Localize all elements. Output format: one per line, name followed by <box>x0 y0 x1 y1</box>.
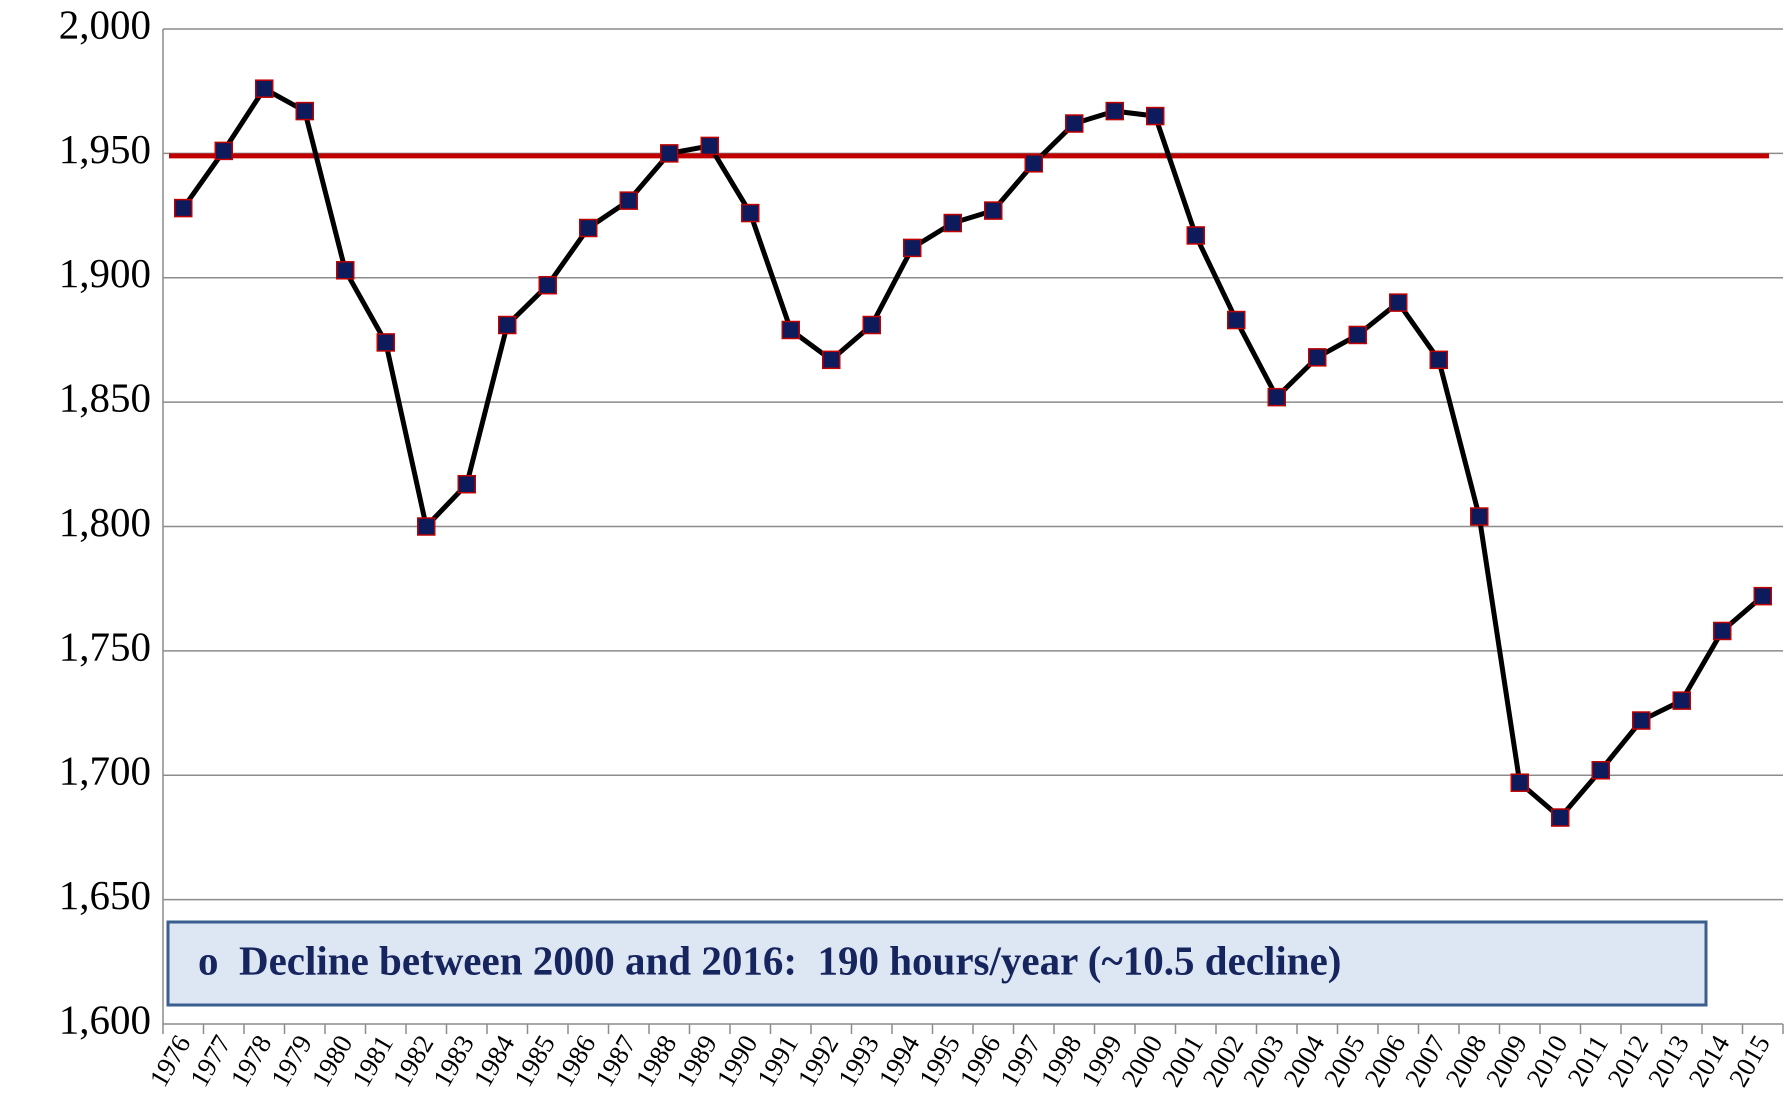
x-tick-label: 1998 <box>1034 1030 1087 1092</box>
x-tick-label: 2009 <box>1480 1030 1533 1092</box>
marker <box>1105 101 1124 121</box>
marker <box>457 474 476 494</box>
marker <box>255 79 274 98</box>
marker <box>1024 154 1043 173</box>
annotation-box <box>166 920 1708 1007</box>
marker <box>538 275 557 295</box>
x-tick-label: 2010 <box>1520 1030 1573 1092</box>
x-tick-label: 1984 <box>467 1030 520 1092</box>
x-tick-label: 1978 <box>224 1030 277 1092</box>
marker <box>903 238 922 258</box>
y-tick-label: 1,700 <box>59 748 151 794</box>
marker <box>984 201 1003 220</box>
x-tick-label: 2014 <box>1682 1030 1735 1092</box>
x-tick-label: 1979 <box>265 1030 318 1092</box>
marker <box>781 320 800 340</box>
x-tick-label: 1983 <box>427 1030 480 1092</box>
x-tick-label: 2002 <box>1196 1030 1249 1092</box>
x-tick-label: 1996 <box>953 1030 1006 1092</box>
x-tick-label: 1982 <box>386 1030 439 1092</box>
x-tick-label: 1985 <box>508 1030 561 1092</box>
x-tick-label: 2008 <box>1439 1030 1492 1092</box>
x-tick-label: 1987 <box>589 1030 642 1092</box>
x-tick-label: 1991 <box>751 1030 804 1092</box>
marker <box>579 218 598 238</box>
marker <box>943 213 962 233</box>
x-tick-label: 1993 <box>832 1030 885 1092</box>
marker <box>1753 586 1772 606</box>
marker <box>741 203 760 223</box>
marker <box>1146 106 1165 126</box>
y-tick-label: 1,950 <box>59 126 151 172</box>
marker <box>1065 114 1084 133</box>
annotation: o Decline between 2000 and 2016: 190 hou… <box>198 937 1341 983</box>
marker <box>1186 226 1205 245</box>
marker <box>417 517 436 536</box>
x-tick-label: 1995 <box>913 1030 966 1092</box>
marker <box>862 315 881 335</box>
x-tick-label: 2011 <box>1561 1030 1613 1091</box>
y-tick-label: 1,600 <box>59 996 151 1042</box>
x-tick-label: 2003 <box>1237 1030 1290 1092</box>
marker <box>295 101 314 121</box>
marker <box>174 198 193 218</box>
marker <box>1672 691 1691 710</box>
y-tick-label: 1,750 <box>59 623 151 669</box>
x-tick-label: 2001 <box>1156 1030 1209 1092</box>
marker <box>822 350 841 370</box>
marker <box>1713 621 1732 641</box>
marker <box>498 315 517 335</box>
marker <box>619 191 638 210</box>
x-tick-label: 1981 <box>346 1030 399 1092</box>
x-tick-label: 2015 <box>1723 1030 1776 1092</box>
y-tick-label: 2,000 <box>59 1 151 47</box>
marker <box>1308 348 1327 367</box>
marker <box>376 333 395 352</box>
marker <box>1429 350 1448 370</box>
x-tick-label: 1997 <box>994 1030 1047 1092</box>
y-tick-label: 1,900 <box>59 250 151 296</box>
y-tick-label: 1,850 <box>59 375 151 421</box>
marker <box>1267 387 1286 407</box>
x-tick-label: 2004 <box>1277 1030 1330 1092</box>
marker <box>660 144 679 163</box>
x-tick-label: 1989 <box>670 1030 723 1092</box>
marker <box>336 261 355 280</box>
x-tick-label: 2007 <box>1399 1030 1452 1092</box>
marker <box>1470 507 1489 526</box>
x-tick-label: 2000 <box>1115 1030 1168 1092</box>
x-tick-label: 1999 <box>1075 1030 1128 1092</box>
series-line <box>181 86 1765 821</box>
x-tick-label: 2012 <box>1601 1030 1654 1092</box>
y-tick-label: 1,800 <box>59 499 151 545</box>
marker <box>1632 711 1651 730</box>
marker <box>214 141 233 161</box>
x-tick-label: 2013 <box>1642 1030 1695 1092</box>
marker <box>1389 293 1408 312</box>
x-tick-label: 1986 <box>548 1030 601 1092</box>
x-tick-label: 1976 <box>143 1030 196 1092</box>
x-tick-label: 2005 <box>1318 1030 1371 1092</box>
marker <box>1591 761 1610 780</box>
marker <box>1551 808 1570 827</box>
x-tick-label: 1994 <box>872 1030 925 1092</box>
marker <box>700 136 719 156</box>
x-tick-label: 1990 <box>710 1030 763 1092</box>
x-tick-label: 1980 <box>305 1030 358 1092</box>
marker <box>1510 773 1529 792</box>
x-tick-label: 1977 <box>184 1030 237 1092</box>
y-tick-label: 1,650 <box>59 872 151 918</box>
marker <box>1348 325 1367 345</box>
x-tick-label: 1992 <box>791 1030 844 1092</box>
x-tick-label: 2006 <box>1358 1030 1411 1092</box>
marker <box>1227 310 1246 330</box>
x-tick-label: 1988 <box>629 1030 682 1092</box>
